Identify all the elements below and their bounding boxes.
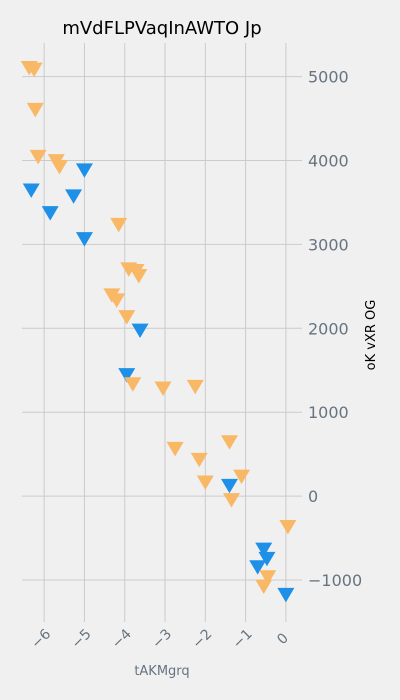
data-point-marker	[25, 62, 43, 78]
y-tick-label: 0	[308, 487, 318, 506]
data-point-marker	[279, 519, 297, 535]
data-point-marker	[22, 183, 40, 198]
data-point-marker	[50, 159, 68, 175]
x-tick-label: −3	[149, 626, 175, 652]
data-point-marker	[124, 377, 142, 392]
data-point-marker	[130, 269, 148, 284]
data-points	[20, 60, 297, 603]
data-point-marker	[108, 293, 126, 308]
data-point-marker	[118, 368, 136, 383]
data-point-marker	[154, 381, 172, 396]
data-point-marker	[233, 469, 251, 485]
data-point-marker	[255, 542, 273, 558]
data-point-marker	[249, 560, 267, 575]
data-point-marker	[131, 323, 149, 339]
chart-title: mVdFLPVaqInAWTO Jp	[62, 18, 261, 39]
data-point-marker	[277, 587, 295, 603]
data-point-marker	[65, 189, 83, 204]
data-point-marker	[220, 435, 238, 450]
x-tick-label: −4	[109, 626, 135, 652]
data-point-marker	[259, 570, 277, 585]
y-tick-label: 4000	[308, 151, 349, 170]
data-point-marker	[220, 478, 238, 494]
data-point-marker	[26, 102, 44, 118]
x-tick-label: −5	[69, 626, 95, 652]
data-point-marker	[75, 232, 93, 247]
data-point-marker	[29, 149, 47, 165]
x-tick-label: −2	[190, 626, 216, 652]
data-point-marker	[186, 379, 204, 395]
y-axis-ticks: −1000 0 1000 2000 3000 4000 5000	[308, 68, 362, 590]
x-tick-label: −6	[28, 626, 54, 652]
data-point-marker	[75, 163, 93, 178]
data-point-marker	[196, 475, 214, 490]
data-point-marker	[190, 452, 208, 468]
y-tick-label: 3000	[308, 235, 349, 254]
y-axis-label: oK vXR OG	[364, 300, 379, 371]
data-point-marker	[166, 441, 184, 457]
data-point-marker	[255, 579, 273, 594]
y-tick-label: 1000	[308, 403, 349, 422]
data-point-marker	[41, 206, 59, 221]
y-tick-label: −1000	[308, 571, 362, 590]
data-point-marker	[222, 493, 240, 508]
grid-lines	[22, 43, 302, 622]
y-tick-label: 2000	[308, 319, 349, 338]
x-axis-ticks: −6 −5 −4 −3 −2 −1 0	[28, 626, 291, 652]
data-point-marker	[110, 217, 128, 233]
y-tick-label: 5000	[308, 68, 349, 87]
x-tick-label: 0	[274, 630, 292, 648]
data-point-marker	[118, 310, 136, 325]
x-axis-label: tAKMgrq	[134, 664, 189, 679]
data-point-marker	[258, 551, 276, 567]
x-tick-label: −1	[230, 626, 256, 652]
